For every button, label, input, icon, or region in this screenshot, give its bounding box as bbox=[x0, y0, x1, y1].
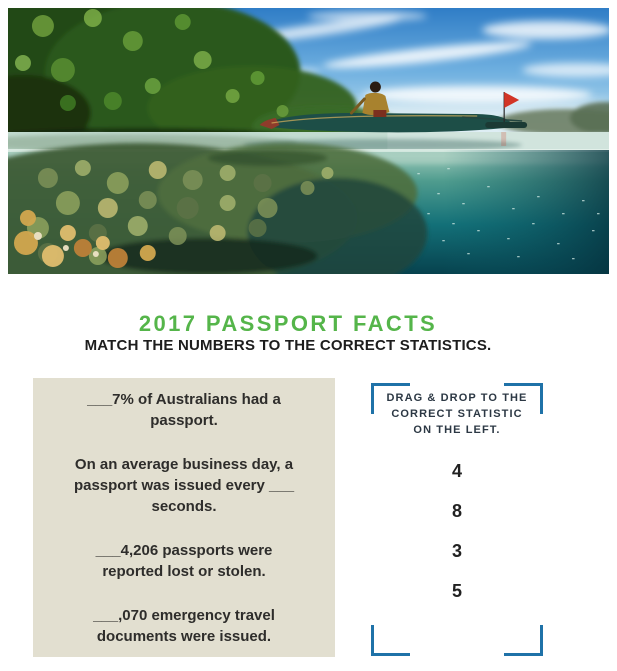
draggable-numbers-list: 4 8 3 5 bbox=[371, 459, 543, 603]
person-in-canoe bbox=[349, 81, 390, 117]
hero-photo-art bbox=[8, 8, 609, 274]
statement-drop-target[interactable]: ___,070 emergency travel documents were … bbox=[93, 606, 275, 645]
header: 2017 PASSPORT FACTS MATCH THE NUMBERS TO… bbox=[0, 311, 576, 355]
draggable-number[interactable]: 3 bbox=[451, 541, 462, 561]
statement-drop-target[interactable]: ___4,206 passports were reported lost or… bbox=[95, 541, 273, 580]
drop-instruction: DRAG & DROP TO THE CORRECT STATISTIC ON … bbox=[386, 392, 528, 436]
statement-drop-target[interactable]: On an average business day, a passport w… bbox=[73, 455, 295, 515]
page-title: 2017 PASSPORT FACTS bbox=[138, 311, 438, 336]
statements-panel: ___7% of Australians had a passport. On … bbox=[33, 378, 335, 657]
bracket-corner-bottom-left bbox=[371, 625, 410, 656]
draggable-number[interactable]: 4 bbox=[451, 461, 462, 481]
page-subtitle: MATCH THE NUMBERS TO THE CORRECT STATIST… bbox=[84, 337, 492, 354]
draggable-number[interactable]: 8 bbox=[451, 501, 462, 521]
bracket-corner-top-left bbox=[371, 383, 410, 414]
draggable-number[interactable]: 5 bbox=[451, 581, 462, 601]
bracket-corner-bottom-right bbox=[504, 625, 543, 656]
red-flag bbox=[503, 92, 520, 122]
statement-drop-target[interactable]: ___7% of Australians had a passport. bbox=[87, 390, 281, 429]
hero-photo bbox=[8, 8, 609, 274]
canoe bbox=[259, 113, 528, 133]
bracket-corner-top-right bbox=[504, 383, 543, 414]
drag-source-box: DRAG & DROP TO THE CORRECT STATISTIC ON … bbox=[371, 383, 543, 656]
